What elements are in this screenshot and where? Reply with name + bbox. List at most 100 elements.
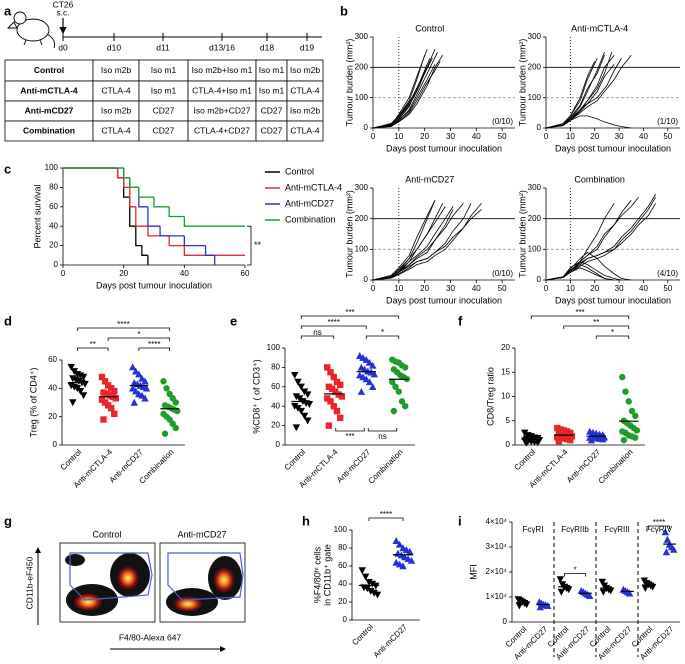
point (567, 436, 574, 444)
outcome-label: (4/10) (657, 269, 678, 278)
significance-bracket (247, 225, 252, 266)
table-cell (286, 120, 324, 142)
x-tick-label: 10 (394, 284, 403, 293)
point (294, 378, 302, 386)
point (358, 567, 366, 575)
growth-curve (545, 196, 656, 281)
survival-step (123, 168, 130, 179)
y-tick-label: 0 (537, 123, 542, 132)
point (79, 392, 88, 400)
y-tick-label: 0 (364, 123, 369, 132)
point (554, 434, 561, 441)
point (555, 437, 563, 445)
survival-step (147, 206, 161, 227)
point (395, 388, 402, 395)
significance-label: **** (117, 320, 129, 329)
significance-label: ** (254, 240, 262, 250)
point (100, 416, 107, 423)
x-tick-label: 40 (180, 269, 189, 278)
y-tick-label: 15 (501, 367, 510, 376)
x-tick-label: 20 (119, 269, 128, 278)
x-tick-label: Control (350, 622, 375, 647)
survival-step (168, 206, 185, 218)
significance-label: * (381, 328, 384, 337)
point (632, 412, 639, 420)
point (325, 422, 333, 429)
point (536, 603, 545, 611)
growth-curve (372, 203, 464, 281)
point (560, 427, 567, 434)
table-cell-text: Iso m2b+Iso m1 (192, 65, 253, 75)
point (108, 404, 115, 412)
survival-step (183, 245, 245, 256)
x-tick-label: 0 (371, 132, 376, 141)
growth-curve (372, 61, 441, 129)
point (330, 373, 337, 381)
point (141, 377, 149, 385)
y-tick-label: 5 (506, 416, 511, 425)
growth-curve (545, 203, 656, 281)
significance-bracket (300, 315, 400, 319)
y-tick-label: 1×10⁴ (486, 592, 508, 601)
y-tick-label: 40 (338, 579, 347, 588)
growth-curve (545, 54, 632, 129)
y-tick-label: 300 (528, 32, 542, 41)
point (362, 375, 370, 383)
group-label: FcγRI (523, 525, 544, 534)
significance-bracket (368, 517, 404, 521)
point (556, 576, 564, 584)
x-tick-label: Control (283, 447, 308, 472)
chart-title: Combination (574, 174, 625, 184)
point (392, 537, 400, 544)
survival-step (123, 168, 130, 179)
y-tick-label: 0 (537, 275, 542, 284)
point (399, 562, 407, 570)
point (369, 383, 377, 390)
table-cell-text: CTLA-4 (101, 85, 131, 95)
growth-curve (372, 200, 436, 281)
survival-step (168, 235, 185, 247)
survival-step (129, 187, 136, 208)
x-tick-label: 0 (544, 284, 549, 293)
x-tick-label: Anti-mCD27 (372, 622, 410, 660)
y-tick-label: 100 (334, 525, 348, 534)
table-cell-text: Iso m1 (259, 85, 285, 95)
table-cell-text: CTLA-4 (290, 125, 320, 135)
point (367, 588, 375, 595)
route-label: s.c. (56, 7, 69, 17)
table-cell-text: CD27 (261, 125, 283, 135)
point (174, 407, 181, 415)
flow-y-label: CD11b-eF450 (24, 556, 34, 609)
x-tick-label: Control (59, 447, 84, 472)
x-tick-label: 40 (472, 284, 481, 293)
x-tick-label: 30 (446, 132, 455, 141)
y-tick-label: 0 (53, 440, 58, 449)
panel-label: f (458, 313, 463, 328)
point (557, 588, 566, 596)
point (141, 394, 149, 402)
growth-curve (545, 203, 615, 281)
timepoint-label: d19 (300, 42, 314, 52)
point (324, 364, 331, 371)
flow-title: Control (92, 529, 121, 539)
timepoint-label: d13/16 (209, 42, 235, 52)
table-cell-text: CTLA-4 (290, 85, 320, 95)
point (534, 439, 542, 447)
y-tick-label: 300 (528, 183, 542, 192)
y-tick-label: 40 (48, 383, 57, 392)
timepoint-label: d18 (260, 42, 274, 52)
point (372, 582, 380, 590)
table-cell-text: Iso m1 (151, 65, 177, 75)
significance-bracket (335, 428, 365, 432)
y-tick-label: 100 (355, 93, 369, 102)
table-cell-text: Combination (23, 125, 75, 135)
x-axis-label: Days post tumour inoculation (386, 295, 502, 305)
y-tick-label: 80 (49, 183, 58, 192)
flow-plots (35, 542, 246, 652)
point (362, 355, 370, 363)
panel-label: e (230, 313, 237, 328)
y-axis-label: %CD8⁺ ( of CD3⁺) (251, 359, 261, 434)
point (599, 435, 607, 443)
point (130, 398, 138, 406)
point (291, 403, 299, 410)
